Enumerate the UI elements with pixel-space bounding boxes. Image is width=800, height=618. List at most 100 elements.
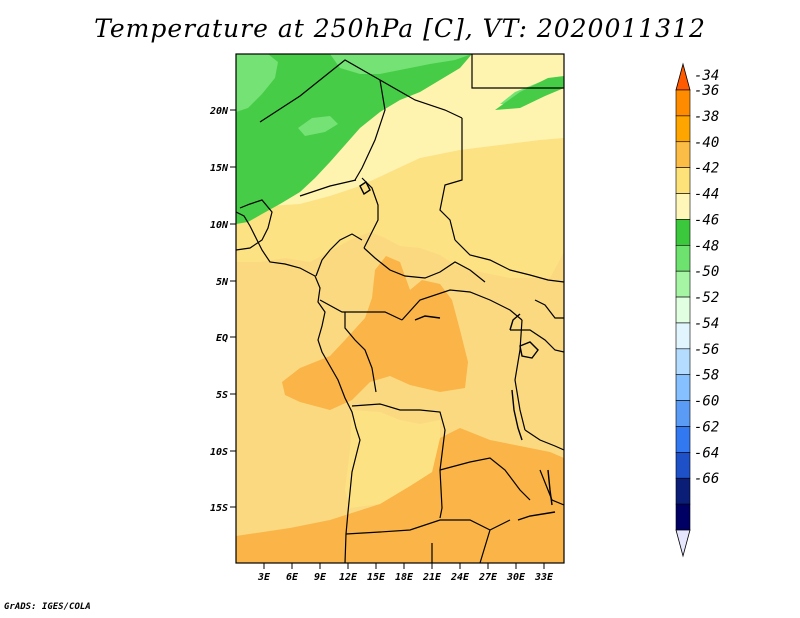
lat-label: 15S bbox=[210, 503, 228, 514]
lat-label: 10N bbox=[210, 220, 229, 231]
temp-band-48-46-patch bbox=[298, 116, 338, 136]
temp-band-48-46-north bbox=[330, 54, 472, 74]
lon-label: 12E bbox=[339, 572, 358, 583]
map-plot-area bbox=[236, 54, 564, 563]
border-zambia bbox=[439, 457, 531, 501]
border-angola bbox=[351, 403, 446, 519]
border-sudan-chad bbox=[454, 239, 564, 283]
colorbar-segment bbox=[675, 270, 691, 298]
lon-labels: 3E 6E 9E 12E 15E 18E 21E 24E 27E 30E 33E bbox=[257, 572, 554, 583]
map-frame bbox=[235, 53, 565, 564]
lon-label: 15E bbox=[367, 572, 386, 583]
temp-band-42-40-north bbox=[236, 138, 564, 278]
colorbar-segment bbox=[675, 322, 691, 350]
lat-label: 5S bbox=[216, 390, 228, 401]
colorbar-bottom-arrow bbox=[675, 529, 691, 558]
colorbar-segment bbox=[675, 348, 691, 376]
colorbar-segment bbox=[675, 503, 691, 531]
border-egypt bbox=[471, 54, 564, 89]
colorbar-segment bbox=[675, 477, 691, 505]
colorbar-label: -40 bbox=[694, 135, 719, 151]
colorbar-segment bbox=[675, 400, 691, 427]
temp-band-42-40-south bbox=[345, 410, 440, 508]
lon-label: 3E bbox=[257, 572, 271, 583]
colorbar-label: -56 bbox=[694, 342, 719, 358]
lon-label: 24E bbox=[450, 572, 470, 583]
border-congo bbox=[344, 312, 377, 393]
border-drc-north bbox=[401, 289, 523, 321]
lake-victoria bbox=[519, 341, 539, 359]
border-car bbox=[363, 247, 486, 283]
credit-text: GrADS: IGES/COLA bbox=[4, 602, 91, 612]
colorbar-segment bbox=[675, 167, 691, 194]
lake-albert bbox=[509, 313, 521, 331]
border-drc-east bbox=[514, 319, 526, 431]
colorbar-segment bbox=[675, 115, 691, 143]
border-cameroon bbox=[319, 299, 403, 321]
colorbar-top-arrow bbox=[675, 62, 691, 91]
colorbar-segment bbox=[675, 89, 691, 117]
colorbar-segment bbox=[675, 374, 691, 401]
lon-label: 21E bbox=[422, 572, 442, 583]
lat-label: 5N bbox=[216, 277, 229, 288]
border-uganda bbox=[510, 329, 564, 353]
colorbar-label: -44 bbox=[694, 187, 719, 203]
lon-label: 6E bbox=[286, 572, 299, 583]
border-chad-west bbox=[361, 177, 379, 249]
lat-label: 10S bbox=[210, 447, 228, 458]
lakes bbox=[359, 180, 556, 521]
lon-label: 27E bbox=[478, 572, 498, 583]
lon-axis bbox=[263, 563, 545, 569]
colorbar-label: -34 bbox=[694, 68, 719, 84]
colorbar-segment bbox=[675, 244, 691, 272]
temp-band-48-46-west bbox=[236, 54, 278, 112]
colorbar-label: -36 bbox=[694, 83, 719, 99]
colorbar-segment bbox=[675, 193, 691, 220]
border-nigeria bbox=[299, 179, 363, 277]
lake-chad bbox=[359, 180, 371, 196]
lon-label: 9E bbox=[314, 572, 327, 583]
map-title: Temperature at 250hPa [C], VT: 202001131… bbox=[94, 14, 706, 43]
temp-band-46-44-east bbox=[495, 76, 564, 110]
lon-label: 30E bbox=[506, 572, 526, 583]
lake-tanganyika bbox=[511, 389, 523, 441]
colorbar-segment bbox=[675, 141, 691, 168]
border-tanzania bbox=[524, 429, 564, 451]
border-niger-north bbox=[354, 79, 386, 181]
colorbar-segment bbox=[675, 426, 691, 453]
border-kenya bbox=[534, 299, 564, 319]
colorbar-label: -48 bbox=[694, 238, 719, 254]
border-west-africa-inner bbox=[236, 199, 273, 251]
colorbar-label: -54 bbox=[694, 316, 719, 332]
temp-band-46-44 bbox=[236, 54, 472, 224]
colorbar-label: -42 bbox=[694, 161, 719, 177]
colorbar-label: -64 bbox=[694, 445, 719, 461]
colorbar: -34-36 -38 -40 -42 -44 -46 -48 -50 -52 -54 -56 -58 -… bbox=[675, 62, 719, 558]
colorbar-label: -62 bbox=[694, 419, 719, 435]
border-botswana bbox=[431, 529, 491, 563]
lat-label: 15N bbox=[210, 163, 229, 174]
border-libya-east bbox=[439, 118, 463, 241]
colorbar-segment bbox=[675, 296, 691, 324]
temp-band-38-36-center bbox=[282, 256, 468, 410]
colorbar-segment bbox=[675, 452, 691, 479]
west-coastline bbox=[236, 211, 361, 563]
lake-malawi bbox=[547, 469, 553, 506]
colorbar-label: -52 bbox=[694, 290, 719, 306]
colorbar-label: -38 bbox=[694, 109, 719, 125]
colorbar-label: -46 bbox=[694, 212, 719, 228]
lon-label: 33E bbox=[534, 572, 554, 583]
river-marks bbox=[414, 315, 556, 521]
lat-label: 20N bbox=[209, 106, 229, 117]
temp-band-38-36-south bbox=[236, 428, 564, 563]
lat-labels: 20N 15N 10N 5N EQ 5S 10S 15S bbox=[209, 106, 229, 514]
colorbar-segment bbox=[675, 219, 691, 246]
colorbar-label: -66 bbox=[694, 471, 719, 487]
lon-label: 18E bbox=[395, 572, 414, 583]
lat-label: EQ bbox=[216, 333, 228, 344]
colorbar-label: -50 bbox=[694, 264, 719, 280]
colorbar-label: -58 bbox=[694, 368, 719, 384]
country-borders bbox=[236, 54, 564, 563]
lat-axis bbox=[230, 109, 236, 508]
